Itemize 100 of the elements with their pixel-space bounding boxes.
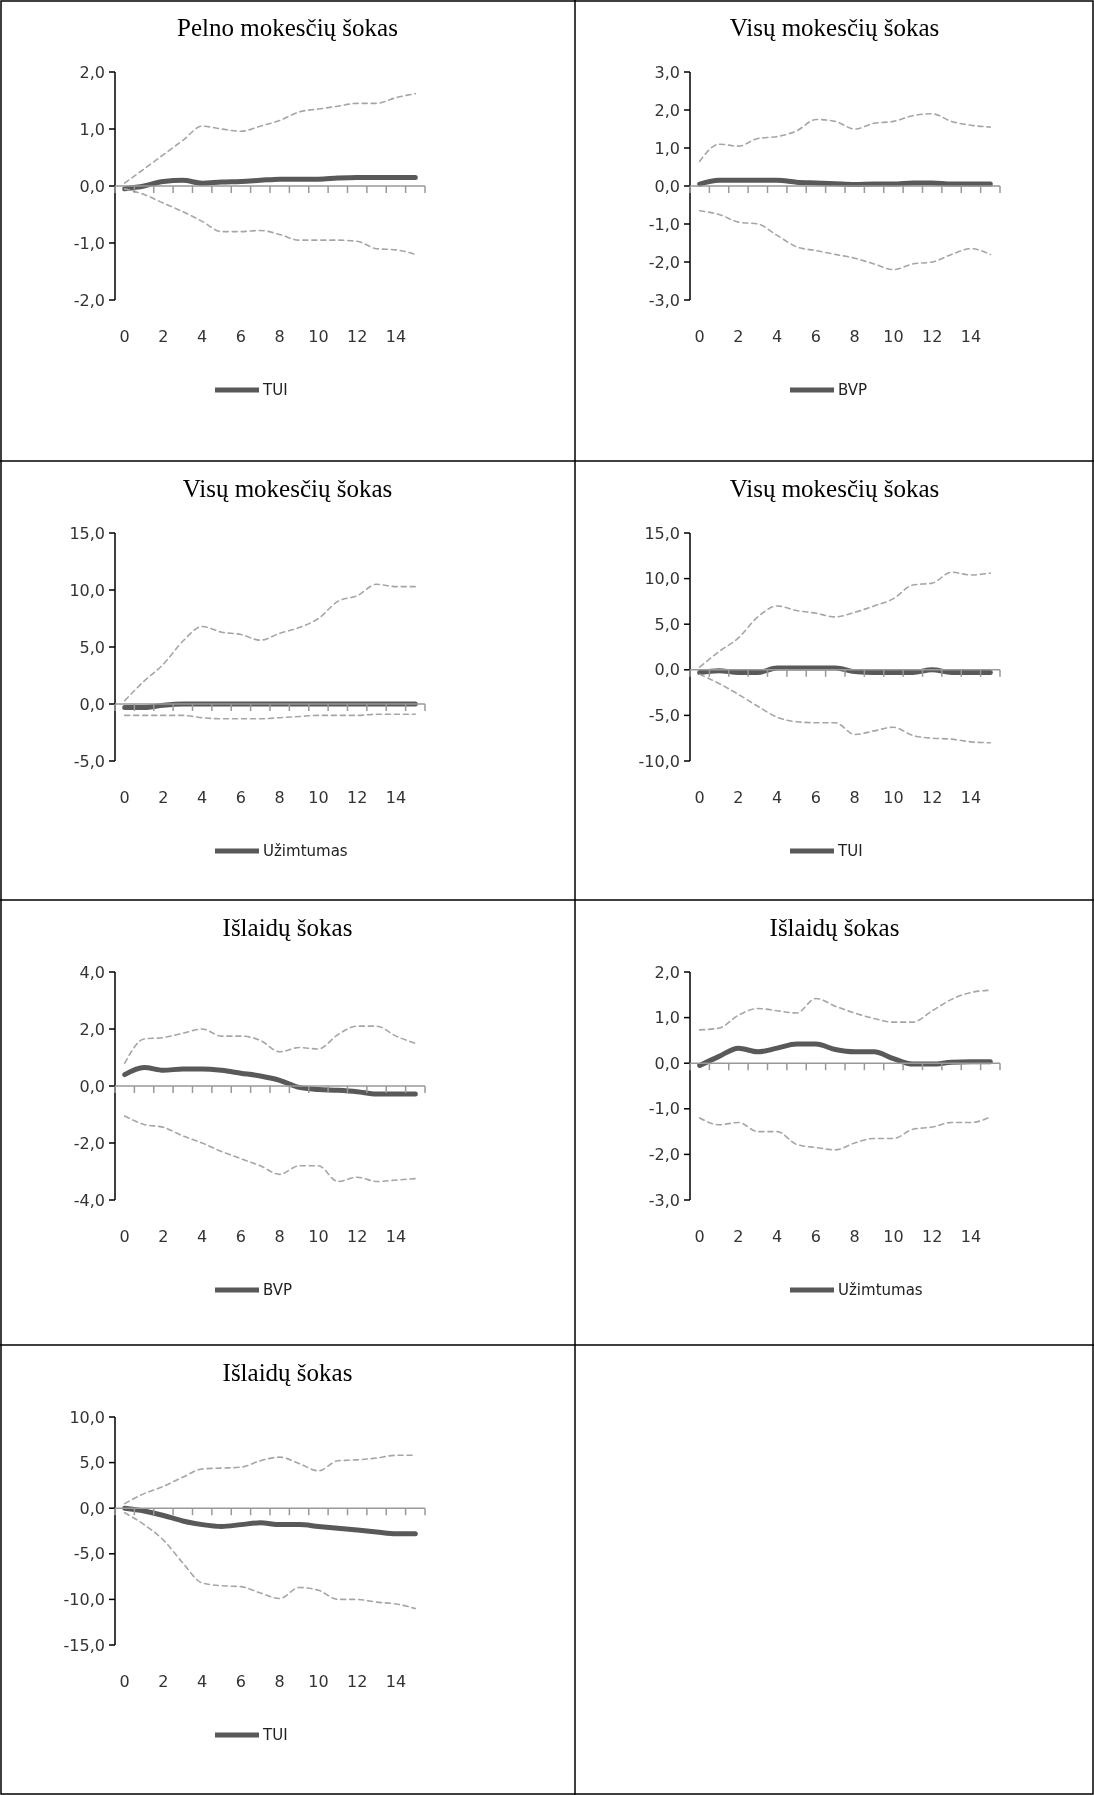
x-tick-label: 6 <box>235 327 247 346</box>
x-tick-label: 0 <box>119 327 130 346</box>
x-tick-label: 10 <box>308 1227 329 1246</box>
line-series <box>698 1116 992 1151</box>
y-tick-label: -4,0 <box>73 1190 105 1210</box>
x-tick-label: 4 <box>197 788 208 807</box>
line-series <box>698 571 992 668</box>
x-tick-label: 0 <box>119 788 130 807</box>
x-tick-label: 4 <box>772 327 783 346</box>
legend-label: BVP <box>838 381 868 399</box>
y-tick-label: -2,0 <box>73 1133 105 1153</box>
y-tick-label: -1,0 <box>648 1099 680 1119</box>
chart-title: Pelno mokesčių šokas <box>177 14 398 41</box>
y-tick-label: 0,0 <box>654 1053 680 1073</box>
x-tick-label: 12 <box>922 327 943 346</box>
y-tick-label: 1,0 <box>654 138 680 158</box>
x-tick-label: 10 <box>883 327 904 346</box>
line-series <box>123 1115 417 1183</box>
x-tick-label: 8 <box>274 1672 285 1691</box>
y-tick-label: 0,0 <box>654 176 680 196</box>
x-tick-label: 10 <box>308 1672 329 1691</box>
chart-title: Išlaidų šokas <box>222 914 353 941</box>
y-tick-label: -1,0 <box>648 214 680 234</box>
x-tick-label: 0 <box>694 327 705 346</box>
y-tick-label: 15,0 <box>644 523 680 543</box>
legend-label: TUI <box>837 842 863 860</box>
y-tick-label: -2,0 <box>648 1145 680 1164</box>
y-tick-label: 1,0 <box>79 119 105 139</box>
x-tick-label: 12 <box>922 1227 943 1246</box>
legend-label: TUI <box>262 381 288 399</box>
line-series <box>123 1511 417 1610</box>
line-series <box>698 113 992 163</box>
x-tick-label: 0 <box>694 788 705 807</box>
y-tick-label: -3,0 <box>648 1190 680 1210</box>
y-tick-label: 2,0 <box>654 100 680 120</box>
y-tick-label: -2,0 <box>73 290 105 310</box>
chart-title: Visų mokesčių šokas <box>729 14 940 41</box>
y-tick-label: 10,0 <box>69 580 105 600</box>
x-tick-label: 12 <box>347 788 368 807</box>
x-tick-label: 4 <box>197 327 208 346</box>
y-tick-label: 0,0 <box>79 1076 105 1096</box>
x-tick-label: 4 <box>772 1227 783 1246</box>
y-tick-label: 4,0 <box>79 962 105 982</box>
y-tick-label: 5,0 <box>79 637 105 657</box>
y-tick-label: -5,0 <box>73 1544 105 1564</box>
x-tick-label: 2 <box>733 1227 744 1246</box>
y-tick-label: -10,0 <box>638 751 680 771</box>
x-tick-label: 10 <box>883 1227 904 1246</box>
y-tick-label: 0,0 <box>79 694 105 714</box>
x-tick-label: 12 <box>922 788 943 807</box>
line-series <box>123 583 417 702</box>
x-tick-label: 14 <box>960 327 982 346</box>
y-tick-label: 10,0 <box>644 569 680 589</box>
line-series <box>123 1025 417 1064</box>
y-tick-label: 0,0 <box>79 176 105 196</box>
y-tick-label: -1,0 <box>73 233 105 253</box>
y-tick-label: 3,0 <box>654 62 680 82</box>
y-tick-label: 5,0 <box>654 614 680 634</box>
x-tick-label: 12 <box>347 1227 368 1246</box>
chart-title: Išlaidų šokas <box>222 1359 353 1386</box>
x-tick-label: 8 <box>849 788 860 807</box>
y-tick-label: 2,0 <box>654 962 680 982</box>
line-series <box>698 673 992 744</box>
x-tick-label: 0 <box>694 1227 705 1246</box>
y-tick-label: -5,0 <box>73 751 105 771</box>
x-tick-label: 2 <box>158 1227 169 1246</box>
y-tick-label: -5,0 <box>648 706 680 725</box>
x-tick-label: 8 <box>274 788 285 807</box>
line-series <box>123 188 417 256</box>
x-tick-label: 6 <box>810 788 822 807</box>
x-tick-label: 14 <box>385 788 407 807</box>
y-tick-label: 15,0 <box>69 523 105 543</box>
chart-title: Visų mokesčių šokas <box>182 475 393 502</box>
chart-title: Visų mokesčių šokas <box>729 475 940 502</box>
chart-title: Išlaidų šokas <box>769 914 900 941</box>
x-tick-label: 6 <box>810 1227 822 1246</box>
x-tick-label: 14 <box>960 1227 982 1246</box>
y-tick-label: 1,0 <box>654 1008 680 1028</box>
x-tick-label: 8 <box>849 1227 860 1246</box>
x-tick-label: 8 <box>274 327 285 346</box>
x-tick-label: 8 <box>849 327 860 346</box>
x-tick-label: 0 <box>119 1672 130 1691</box>
x-tick-label: 4 <box>197 1672 208 1691</box>
x-tick-label: 10 <box>308 788 329 807</box>
x-tick-label: 6 <box>235 788 247 807</box>
x-tick-label: 10 <box>308 327 329 346</box>
x-tick-label: 6 <box>235 1227 247 1246</box>
x-tick-label: 2 <box>158 1672 169 1691</box>
y-tick-label: -10,0 <box>63 1590 105 1609</box>
line-series <box>123 92 417 184</box>
y-tick-label: -15,0 <box>63 1635 105 1655</box>
line-series <box>698 989 992 1031</box>
y-tick-label: 2,0 <box>79 62 105 82</box>
x-tick-label: 14 <box>385 327 407 346</box>
x-tick-label: 14 <box>385 1672 407 1691</box>
y-tick-label: -3,0 <box>648 290 680 310</box>
y-tick-label: 0,0 <box>79 1498 105 1518</box>
x-tick-label: 12 <box>347 327 368 346</box>
x-tick-label: 2 <box>158 788 169 807</box>
legend-label: TUI <box>262 1726 288 1744</box>
